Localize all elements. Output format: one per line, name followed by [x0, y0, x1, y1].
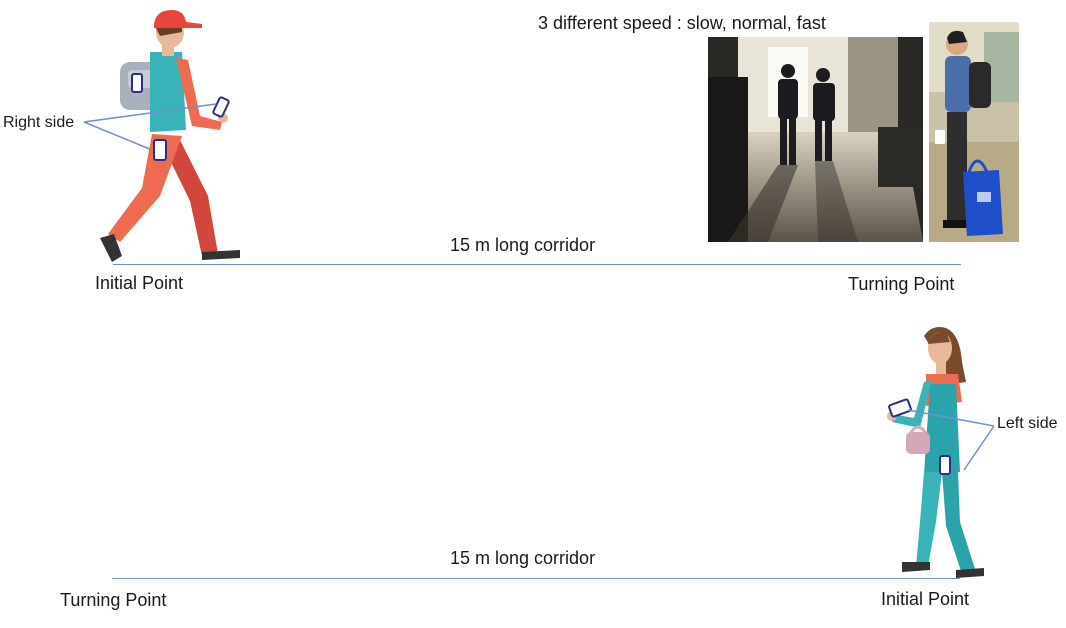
- left-side-pointer-lines: [907, 409, 995, 471]
- person-backpack: [969, 62, 991, 108]
- person-shirt: [945, 56, 971, 112]
- small-bag: [906, 432, 930, 454]
- pocket-phone: [153, 139, 167, 161]
- female-arm: [892, 380, 932, 428]
- right-side-label: Right side: [3, 114, 75, 131]
- overall-torso: [924, 384, 960, 474]
- top-turning-point-label: Turning Point: [848, 274, 955, 294]
- walker-silhouette-2: [813, 68, 835, 161]
- backpack-phone: [131, 73, 143, 93]
- right-side-pointer-lines: [83, 103, 217, 151]
- bottom-corridor-label: 15 m long corridor: [450, 548, 596, 568]
- blue-bag: [963, 170, 1003, 236]
- cap: [154, 10, 202, 28]
- female-back-leg: [942, 472, 976, 574]
- top-corridor-label: 15 m long corridor: [450, 235, 596, 255]
- female-walker-figure: [887, 327, 984, 578]
- top-corridor-line: [113, 264, 961, 265]
- female-hand-phone: [888, 398, 912, 418]
- back-shoe: [202, 250, 240, 260]
- hand-phone: [212, 96, 230, 118]
- bottom-corridor-line: [112, 578, 960, 579]
- bottom-turning-point-label: Turning Point: [60, 590, 167, 610]
- person-side-photo: [929, 22, 1019, 242]
- corridor-photo: [708, 37, 923, 242]
- female-pocket-phone: [939, 455, 951, 475]
- speed-caption: 3 different speed : slow, normal, fast: [538, 13, 826, 33]
- top-initial-point-label: Initial Point: [95, 273, 184, 293]
- back-leg: [168, 136, 218, 256]
- front-shoe: [100, 234, 122, 262]
- left-side-label: Left side: [997, 415, 1058, 432]
- walker-silhouette-1: [778, 64, 798, 165]
- arm: [176, 58, 222, 130]
- bottom-initial-point-label: Initial Point: [881, 589, 970, 609]
- female-front-leg: [916, 472, 942, 566]
